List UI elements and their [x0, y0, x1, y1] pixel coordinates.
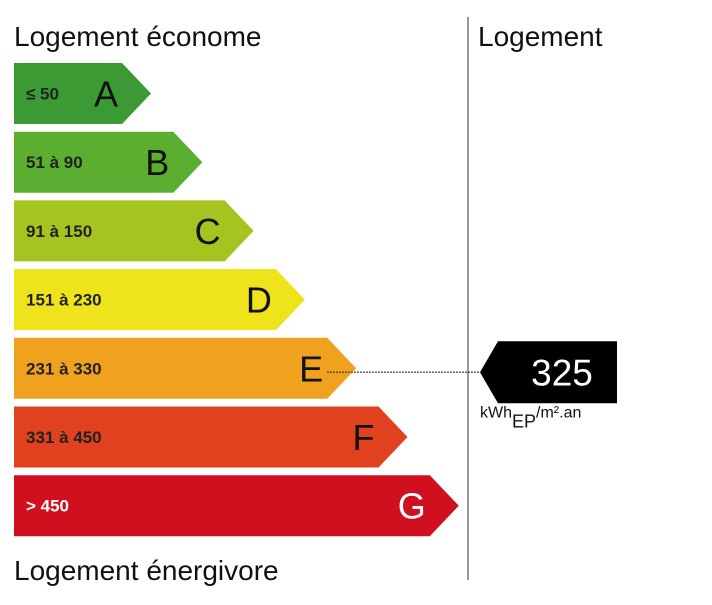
class-bar: [14, 269, 305, 331]
class-bar: [14, 131, 203, 193]
unit-rest: /m².an: [536, 404, 581, 421]
class-bar: [14, 406, 408, 468]
value-number: 325: [531, 352, 593, 393]
class-bar: [14, 63, 151, 124]
class-bar: [14, 200, 254, 262]
class-letter: B: [145, 142, 169, 183]
class-letter: G: [398, 486, 426, 527]
class-bars: ≤ 50 A 51 à 90 B 91 à 150 C 151 à 230 D 231 à 33…: [14, 63, 459, 537]
class-range: 51 à 90: [26, 153, 83, 172]
class-letter: A: [94, 74, 118, 115]
unit-main: kWh: [480, 404, 512, 421]
class-letter: F: [353, 417, 375, 458]
class-bar: [14, 475, 459, 537]
class-range: 91 à 150: [26, 222, 92, 241]
class-letter: D: [246, 280, 272, 321]
class-range: ≤ 50: [26, 85, 59, 104]
class-range: 331 à 450: [26, 428, 102, 447]
class-range: 151 à 230: [26, 291, 102, 310]
bottom-label: Logement énergivore: [14, 555, 279, 586]
value-pointer: 325 kWhEP/m².an: [327, 341, 617, 431]
top-label: Logement économe: [14, 21, 262, 52]
class-letter: C: [195, 211, 221, 252]
class-bar: [14, 337, 357, 399]
column-title: Logement: [478, 21, 603, 52]
unit-sub: EP: [512, 411, 536, 431]
class-range: 231 à 330: [26, 359, 102, 378]
value-box: [480, 341, 617, 404]
class-letter: E: [299, 348, 323, 389]
class-range: > 450: [26, 497, 69, 516]
value-unit: kWhEP/m².an: [480, 404, 581, 431]
